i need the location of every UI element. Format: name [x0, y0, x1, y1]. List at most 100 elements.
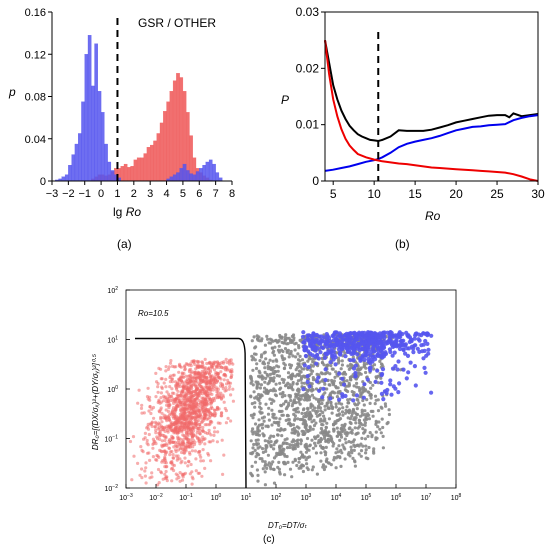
c-point-other-grey [304, 450, 308, 454]
c-point-other-grey [289, 423, 293, 428]
c-point-other-grey [284, 383, 288, 387]
c-point-other-grey [270, 398, 274, 402]
a-x-tick-label: 1 [114, 188, 120, 200]
c-point-gsr [202, 414, 207, 418]
c-point-gsr [160, 411, 164, 415]
c-point-other-blue [341, 382, 347, 387]
c-point-other-blue [417, 349, 422, 354]
c-point-other-grey [274, 440, 278, 444]
c-point-gsr [194, 469, 198, 473]
a-bar-blue [110, 170, 115, 182]
c-point-gsr [180, 450, 184, 455]
c-point-gsr [192, 429, 196, 433]
c-point-gsr [164, 414, 168, 418]
c-point-other-grey [297, 426, 301, 430]
c-point-other-grey [324, 445, 328, 449]
c-point-other-blue [305, 374, 310, 379]
c-point-other-blue [381, 397, 386, 402]
c-point-gsr [194, 380, 198, 384]
c-point-gsr [155, 435, 159, 439]
c-point-other-grey [293, 414, 297, 418]
c-point-gsr [171, 373, 175, 377]
c-point-gsr [164, 408, 168, 412]
c-point-gsr [161, 443, 165, 447]
c-point-other-grey [353, 411, 357, 415]
c-point-other-grey [267, 406, 271, 410]
c-point-other-blue [413, 383, 418, 388]
a-bar-red [179, 77, 184, 182]
c-point-gsr [142, 411, 146, 415]
c-axes: 10−3 10−2 10−1 100 101 102 103 104 105 106 107 1081… [105, 286, 462, 502]
c-point-other-blue [337, 371, 342, 376]
c-point-other-grey [280, 336, 284, 340]
c-point-gsr [204, 412, 208, 416]
c-point-other-grey [378, 427, 382, 431]
a-bar-red [176, 73, 180, 182]
c-point-gsr [220, 438, 224, 442]
c-point-other-grey [335, 426, 339, 430]
a-y-tick-label: 0 [40, 176, 46, 188]
c-point-other-grey [321, 410, 325, 415]
c-point-gsr [231, 387, 235, 391]
c-point-other-grey [321, 423, 325, 427]
c-point-other-grey [264, 424, 268, 428]
c-point-other-blue [370, 332, 375, 337]
c-x-tick-exponent: 2 [279, 493, 282, 499]
c-point-other-grey [249, 376, 253, 380]
c-point-other-grey [273, 345, 277, 349]
c-point-other-grey [295, 382, 299, 386]
c-point-other-grey [305, 398, 309, 402]
c-point-other-grey [366, 434, 370, 438]
c-point-other-grey [265, 445, 269, 449]
c-point-other-grey [364, 444, 368, 448]
c-point-other-grey [296, 410, 301, 414]
c-point-other-blue [330, 353, 335, 358]
c-point-other-grey [362, 431, 366, 435]
c-point-gsr [209, 378, 213, 382]
c-point-other-grey [257, 398, 261, 402]
c-point-other-grey [250, 379, 254, 383]
c-point-other-grey [372, 451, 376, 455]
a-x-tick-label: 4 [163, 188, 169, 200]
c-point-other-grey [324, 465, 328, 469]
c-point-other-grey [291, 380, 295, 385]
c-point-gsr [186, 464, 190, 468]
c-point-other-grey [251, 416, 255, 420]
c-point-gsr [137, 388, 141, 392]
c-point-other-grey [280, 434, 284, 438]
c-point-other-blue [403, 351, 408, 356]
c-point-other-grey [321, 419, 325, 423]
c-point-gsr [144, 481, 148, 485]
b-series-lines [324, 40, 539, 182]
c-point-other-grey [293, 443, 297, 447]
c-point-gsr [170, 410, 174, 414]
a-bar-blue [61, 176, 66, 182]
c-point-gsr [209, 362, 213, 366]
c-point-other-blue [423, 338, 428, 344]
c-point-other-grey [357, 421, 362, 425]
c-point-other-blue [368, 361, 373, 366]
c-x-tick-label: 100 [211, 493, 222, 502]
c-point-other-blue [301, 387, 306, 392]
c-point-other-grey [352, 443, 356, 447]
c-point-other-blue [322, 355, 328, 360]
a-bar-blue [84, 54, 89, 182]
c-point-other-blue [425, 341, 430, 346]
c-point-other-blue [399, 339, 404, 344]
c-point-other-blue [411, 350, 416, 355]
c-point-gsr [197, 360, 201, 364]
c-point-other-grey [340, 359, 344, 363]
c-x-tick-exponent: −2 [157, 493, 163, 499]
c-point-other-grey [271, 359, 275, 363]
c-point-gsr [215, 405, 220, 409]
a-bar-blue [172, 174, 177, 182]
c-y-tick-exponent: 2 [115, 286, 118, 292]
c-point-other-grey [360, 408, 364, 412]
a-x-tick-label: −2 [62, 188, 75, 200]
c-point-gsr [189, 382, 193, 386]
c-point-other-grey [361, 427, 365, 431]
c-point-other-blue [387, 337, 392, 342]
c-point-other-grey [290, 374, 294, 378]
a-bar-red [136, 157, 141, 182]
c-point-gsr [208, 391, 212, 395]
